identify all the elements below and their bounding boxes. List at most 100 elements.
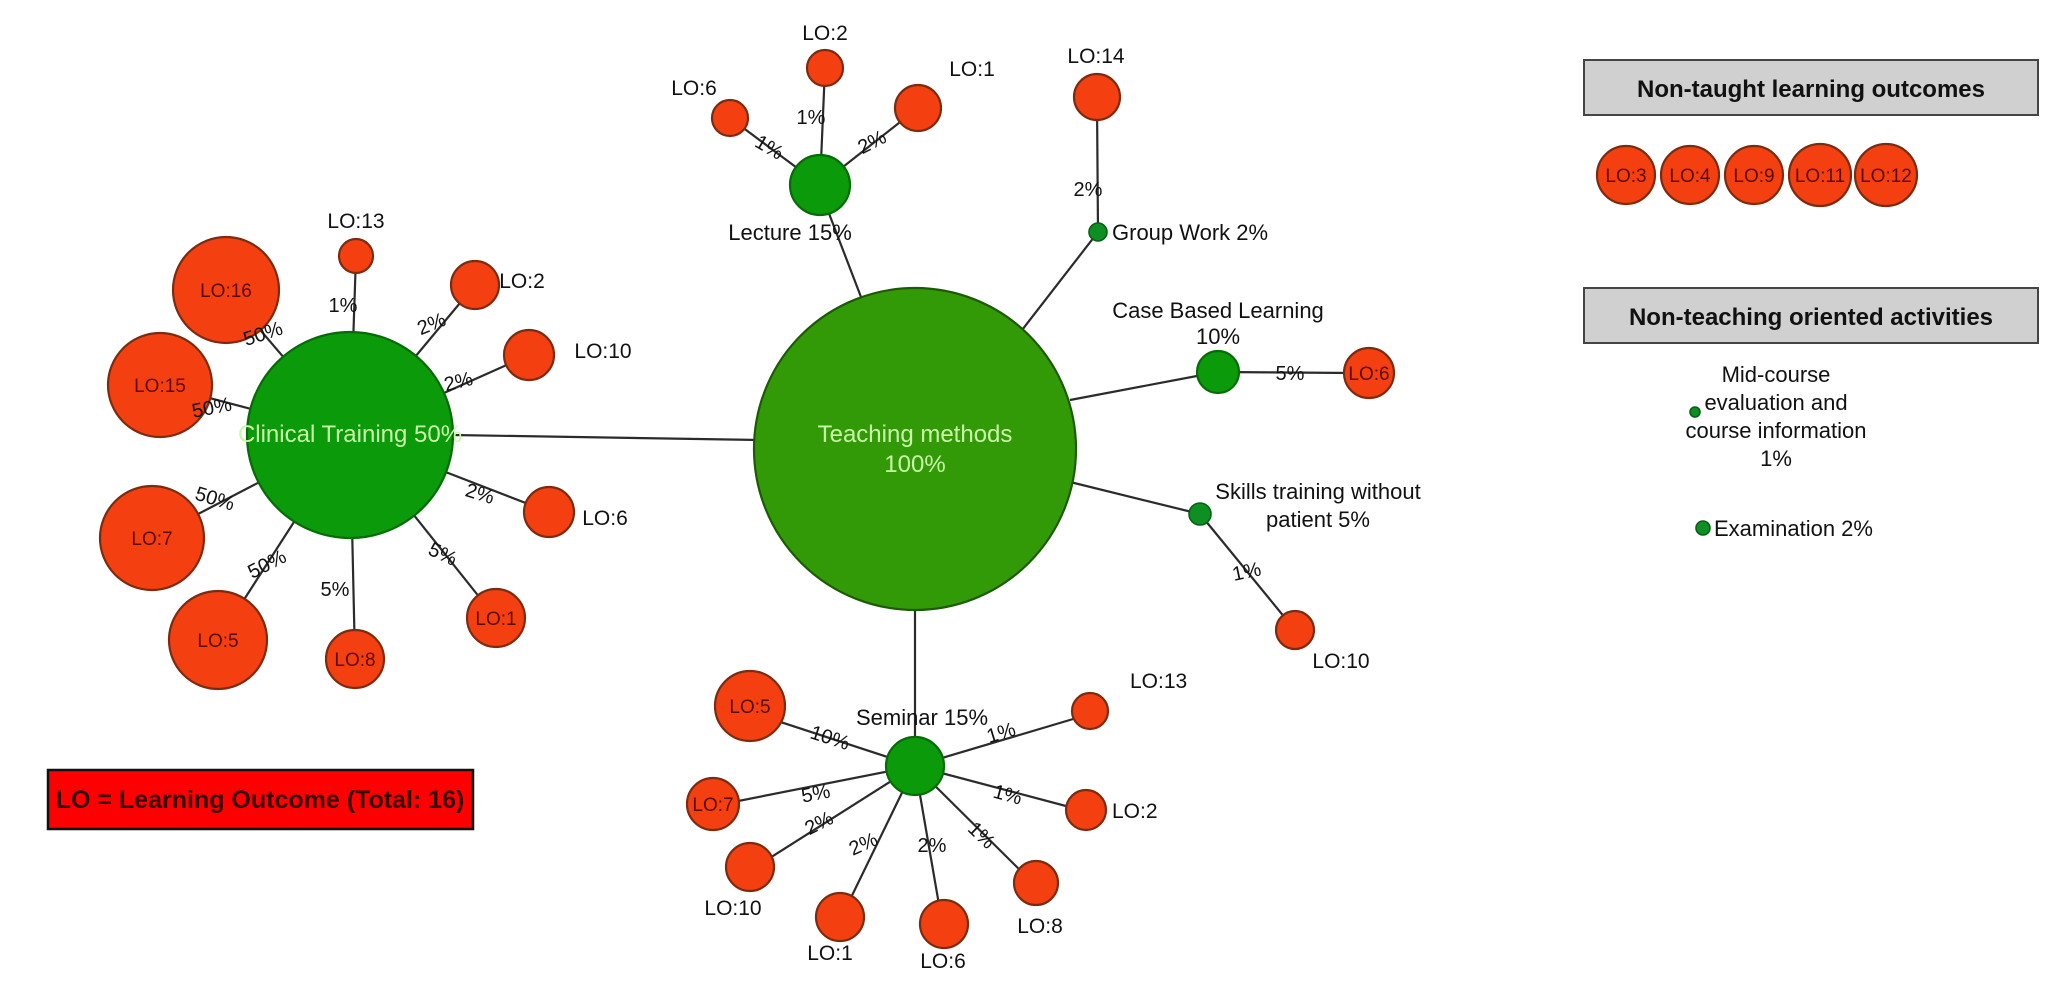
pct-seminar-lo1: 2% bbox=[846, 829, 882, 861]
pct-clinical-lo13: 1% bbox=[329, 295, 358, 317]
node-lo-13-seminar[interactable] bbox=[1070, 691, 1110, 731]
node-teaching-methods[interactable] bbox=[752, 286, 1078, 612]
teaching-methods-label-line1: Teaching methods bbox=[818, 421, 1013, 448]
cluster-skills-training: LO:10 1% Skills training without patient… bbox=[1188, 479, 1421, 673]
edge-seminar-lo7 bbox=[717, 764, 916, 807]
node-lo-3-nontaught[interactable] bbox=[1595, 144, 1657, 206]
lo-11-label: LO:11 bbox=[1795, 166, 1845, 187]
edge-seminar-lo10 bbox=[753, 765, 916, 869]
lo-note-text: LO = Learning Outcome (Total: 16) bbox=[56, 786, 465, 814]
seminar-label: Seminar 15% bbox=[856, 705, 988, 730]
pct-cbl-lo6: 5% bbox=[1276, 363, 1305, 385]
node-lo-10-skills[interactable] bbox=[1274, 609, 1316, 651]
node-lo-6-cbl[interactable] bbox=[1342, 346, 1396, 400]
skills-label-line2: patient 5% bbox=[1266, 507, 1370, 532]
node-mid-course-evaluation[interactable] bbox=[1689, 406, 1701, 418]
lo-10-seminar-label: LO:10 bbox=[704, 897, 761, 920]
node-lo-6-seminar[interactable] bbox=[918, 898, 970, 950]
lo-6-cbl-label: LO:6 bbox=[1348, 364, 1389, 385]
activity-1-line2: evaluation and bbox=[1704, 390, 1847, 415]
node-teaching-methods-group: Teaching methods 100% bbox=[752, 286, 1078, 612]
lo-6-seminar-label: LO:6 bbox=[920, 950, 966, 973]
lo-10-clinical-label: LO:10 bbox=[574, 340, 631, 363]
node-seminar[interactable] bbox=[884, 735, 946, 797]
lo-1-lecture-label: LO:1 bbox=[949, 58, 995, 81]
cluster-case-based-learning: LO:6 5% Case Based Learning 10% bbox=[1112, 298, 1396, 400]
pct-seminar-lo2: 1% bbox=[991, 781, 1025, 810]
edge-hub-cbl bbox=[1069, 370, 1219, 402]
lo-8-clinical-label: LO:8 bbox=[334, 650, 375, 671]
node-lecture[interactable] bbox=[788, 153, 852, 217]
edge-skills-lo10 bbox=[1199, 513, 1291, 625]
lo-7-seminar-label: LO:7 bbox=[692, 795, 733, 816]
pct-lecture-lo2: 1% bbox=[797, 107, 826, 129]
node-skills-training[interactable] bbox=[1188, 502, 1212, 526]
activity-2-label: Examination 2% bbox=[1714, 516, 1873, 541]
node-lo-4-nontaught[interactable] bbox=[1659, 144, 1721, 206]
node-lo-11-nontaught[interactable] bbox=[1787, 142, 1853, 208]
teaching-methods-label-line2: 100% bbox=[884, 451, 945, 478]
node-lo-1-lecture[interactable] bbox=[893, 83, 943, 133]
pct-seminar-lo7: 5% bbox=[800, 781, 833, 808]
node-lo-1-seminar[interactable] bbox=[814, 891, 866, 943]
lo-5-seminar-label: LO:5 bbox=[729, 697, 770, 718]
node-lo-8-seminar[interactable] bbox=[1012, 859, 1060, 907]
lo-16-label: LO:16 bbox=[200, 281, 252, 302]
lo-10-skills-label: LO:10 bbox=[1312, 650, 1369, 673]
node-lo-8-clinical[interactable] bbox=[324, 628, 386, 690]
node-lo-1-clinical[interactable] bbox=[465, 587, 527, 649]
node-lo-2-seminar[interactable] bbox=[1064, 788, 1108, 832]
node-lo-15[interactable] bbox=[106, 331, 214, 439]
lo-1-seminar-label: LO:1 bbox=[807, 942, 853, 965]
pct-seminar-lo8: 1% bbox=[963, 818, 999, 854]
node-lo-16[interactable] bbox=[171, 235, 281, 345]
pct-clinical-lo2: 2% bbox=[414, 309, 449, 340]
node-lo-6-clinical[interactable] bbox=[522, 485, 576, 539]
pct-skills-lo10: 1% bbox=[1230, 558, 1263, 586]
node-lo-12-nontaught[interactable] bbox=[1853, 142, 1919, 208]
node-group-work[interactable] bbox=[1088, 222, 1108, 242]
activity-1-line4: 1% bbox=[1760, 446, 1792, 471]
pct-clinical-lo7: 50% bbox=[192, 483, 237, 516]
node-lo-10-clinical[interactable] bbox=[502, 328, 556, 382]
node-lo-7-clinical[interactable] bbox=[98, 484, 206, 592]
pct-lecture-lo6: 1% bbox=[751, 131, 787, 165]
node-lo-2-clinical[interactable] bbox=[449, 259, 501, 311]
cbl-label-line2: 10% bbox=[1196, 324, 1240, 349]
clinical-training-label: Clinical Training 50% bbox=[238, 421, 462, 448]
group-work-label: Group Work 2% bbox=[1112, 220, 1268, 245]
node-case-based-learning[interactable] bbox=[1195, 349, 1241, 395]
lo-13-label: LO:13 bbox=[327, 210, 384, 233]
node-lo-7-seminar[interactable] bbox=[685, 776, 741, 832]
node-examination[interactable] bbox=[1695, 520, 1711, 536]
lo-note-box bbox=[46, 768, 475, 831]
edge-hub-clinical bbox=[451, 433, 761, 442]
lo-13-seminar-label: LO:13 bbox=[1130, 670, 1187, 693]
node-lo-6-lecture[interactable] bbox=[710, 98, 750, 138]
lo-2-lecture-label: LO:2 bbox=[802, 22, 848, 45]
node-lo-2-lecture[interactable] bbox=[805, 48, 845, 88]
pct-seminar-lo5: 10% bbox=[807, 722, 852, 755]
cluster-lecture: LO:6 LO:2 LO:1 1% 1% 2% Lecture 15% bbox=[671, 22, 995, 245]
node-lo-5-clinical[interactable] bbox=[167, 589, 269, 691]
lo-15-label: LO:15 bbox=[134, 376, 186, 397]
node-lo-14[interactable] bbox=[1072, 72, 1122, 122]
lecture-label: Lecture 15% bbox=[728, 220, 852, 245]
cbl-label-line1: Case Based Learning bbox=[1112, 298, 1324, 323]
pct-seminar-lo13: 1% bbox=[984, 718, 1018, 748]
node-lo-5-seminar[interactable] bbox=[713, 669, 787, 743]
activities-header-box bbox=[1583, 287, 2039, 344]
cluster-group-work: LO:14 2% Group Work 2% bbox=[1067, 45, 1268, 245]
lo-1-clinical-label: LO:1 bbox=[475, 609, 516, 630]
node-clinical-training[interactable] bbox=[245, 330, 455, 540]
cluster-clinical-training: LO:16 LO:13 LO:2 LO:10 LO:15 LO:6 LO:7 L… bbox=[98, 210, 632, 691]
node-lo-9-nontaught[interactable] bbox=[1723, 144, 1785, 206]
node-lo-10-seminar[interactable] bbox=[724, 841, 776, 893]
pct-groupwork-lo14: 2% bbox=[1074, 179, 1103, 201]
node-lo-13[interactable] bbox=[337, 237, 375, 275]
non-taught-title: Non-taught learning outcomes bbox=[1637, 76, 1985, 103]
lo-9-label: LO:9 bbox=[1733, 166, 1774, 187]
legend-lo-note: LO = Learning Outcome (Total: 16) bbox=[46, 768, 475, 831]
